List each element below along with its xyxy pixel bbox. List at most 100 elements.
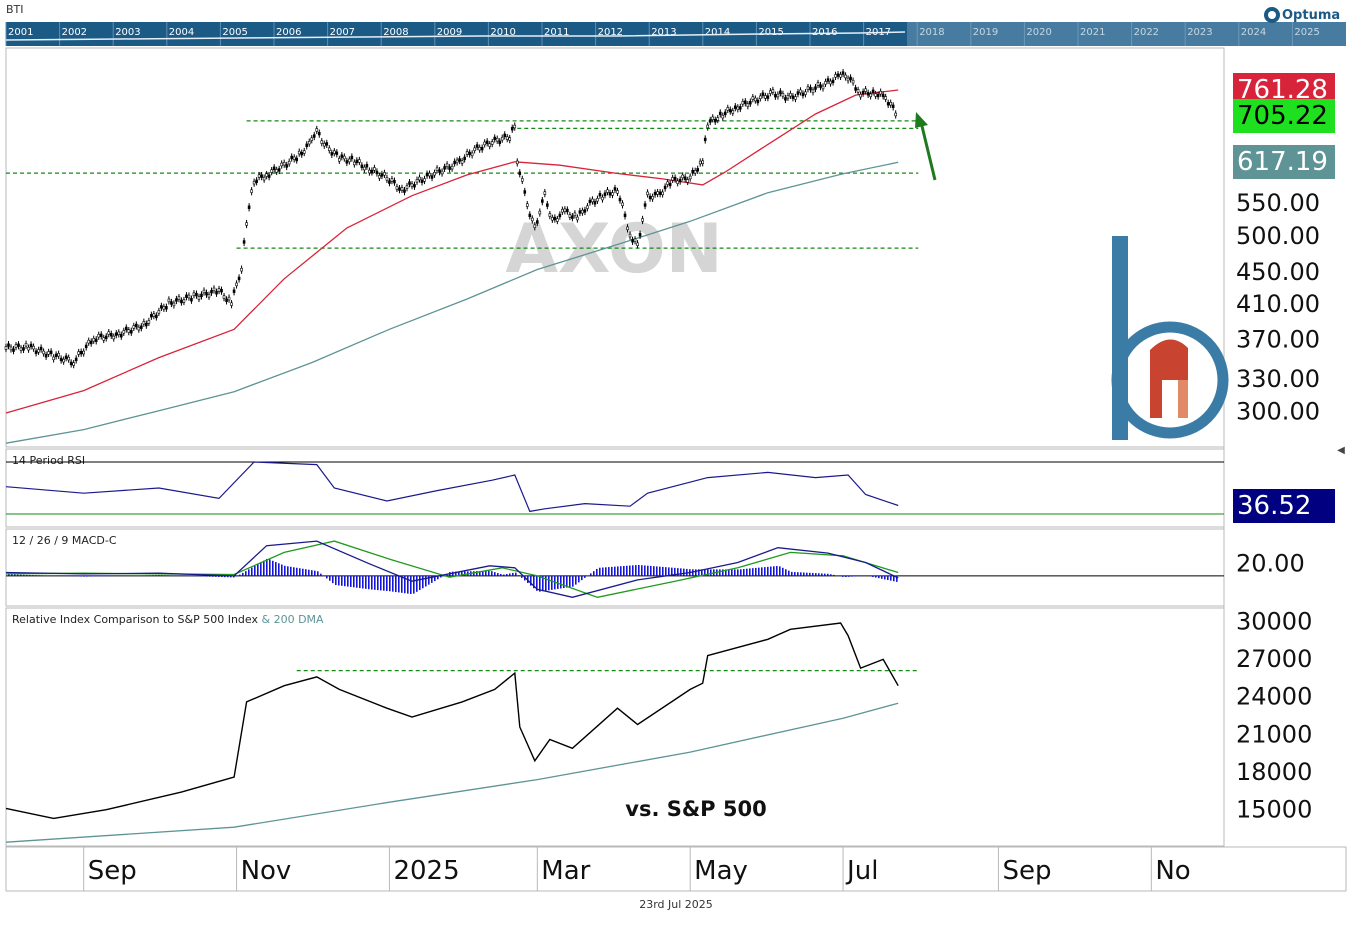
- price-bar-body: [28, 347, 30, 350]
- price-bar-body: [767, 96, 769, 99]
- price-bar-body: [416, 179, 418, 182]
- relative-title: Relative Index Comparison to S&P 500 Ind…: [12, 613, 324, 626]
- price-bar-body: [885, 97, 887, 100]
- price-bar-body: [378, 175, 380, 178]
- macd-histogram-bar: [581, 576, 583, 580]
- price-bar-body: [241, 268, 243, 271]
- price-bar-body: [627, 227, 629, 230]
- price-bar-body: [802, 93, 804, 96]
- price-bar-body: [95, 339, 97, 342]
- price-bar-body: [243, 241, 245, 244]
- macd-histogram-bar: [266, 559, 268, 576]
- price-bar-body: [291, 156, 293, 159]
- macd-histogram-bar: [518, 575, 520, 576]
- macd-histogram-bar: [620, 566, 622, 576]
- price-bar-body: [43, 351, 45, 354]
- price-y-tick-label: 370.00: [1236, 325, 1320, 353]
- price-bar-body: [441, 171, 443, 174]
- price-bar-body: [514, 125, 516, 128]
- price-bar-body: [205, 292, 207, 295]
- macd-histogram-bar: [245, 571, 247, 576]
- price-bar-body: [689, 176, 691, 179]
- macd-histogram-bar: [32, 575, 34, 576]
- macd-histogram-bar: [683, 569, 685, 576]
- macd-histogram-bar: [308, 570, 310, 576]
- price-bar-body: [411, 184, 413, 187]
- price-bar-body: [702, 161, 704, 164]
- price-bar-body: [579, 211, 581, 214]
- macd-histogram-bar: [599, 568, 601, 576]
- macd-histogram-bar: [497, 573, 499, 576]
- macd-histogram-bar: [311, 570, 313, 576]
- price-bar-body: [634, 239, 636, 242]
- macd-histogram-bar: [203, 576, 205, 577]
- price-bar-body: [544, 192, 546, 195]
- macd-histogram-bar: [425, 576, 427, 587]
- price-bar-body: [830, 81, 832, 84]
- macd-histogram-bar: [788, 571, 790, 576]
- price-bar-body: [426, 173, 428, 176]
- price-bar-body: [611, 193, 613, 196]
- price-bar-body: [256, 180, 258, 183]
- macd-histogram-bar: [419, 576, 421, 590]
- price-bar-body: [687, 180, 689, 183]
- relative-y-tick-label: 21000: [1236, 720, 1312, 748]
- macd-histogram-bar: [521, 576, 523, 578]
- macd-histogram-bar: [401, 576, 403, 593]
- macd-histogram-bar: [551, 576, 553, 590]
- price-bar-body: [692, 170, 694, 173]
- macd-histogram-bar: [668, 567, 670, 575]
- macd-histogram-bar: [800, 572, 802, 576]
- collapse-arrow-icon[interactable]: ◀: [1335, 445, 1347, 457]
- macd-histogram-bar: [371, 576, 373, 590]
- overview-year-label: 2004: [169, 27, 194, 38]
- macd-histogram-bar: [638, 565, 640, 576]
- macd-histogram-bar: [14, 575, 16, 576]
- price-bar-body: [353, 162, 355, 165]
- price-bar-body: [747, 104, 749, 107]
- macd-histogram-bar: [398, 576, 400, 593]
- price-bar-body: [807, 87, 809, 90]
- price-bar-body: [429, 173, 431, 176]
- price-bar-body: [361, 165, 363, 168]
- macd-histogram-bar: [83, 576, 85, 577]
- price-bar-body: [25, 343, 27, 346]
- price-bar-body: [797, 92, 799, 95]
- macd-histogram-bar: [377, 576, 379, 590]
- price-bar-body: [168, 299, 170, 302]
- price-bar-body: [308, 141, 310, 144]
- macd-histogram-bar: [416, 576, 418, 592]
- price-bar-body: [677, 181, 679, 184]
- macd-histogram-bar: [884, 576, 886, 580]
- macd-histogram-bar: [152, 575, 154, 576]
- price-bar-body: [70, 362, 72, 365]
- price-bar-body: [276, 169, 278, 172]
- price-bar-body: [642, 219, 644, 222]
- price-bar-body: [561, 209, 563, 212]
- price-bar-body: [754, 98, 756, 101]
- macd-histogram-bar: [575, 576, 577, 585]
- price-y-tick-label: 450.00: [1236, 258, 1320, 286]
- macd-histogram-bar: [827, 574, 829, 576]
- macd-histogram-bar: [383, 576, 385, 591]
- overview-year-label: 2001: [8, 27, 33, 38]
- optuma-logo: Optuma: [1264, 4, 1340, 26]
- price-bar-body: [456, 160, 458, 163]
- macd-histogram-bar: [329, 576, 331, 581]
- price-bar-body: [58, 353, 60, 356]
- price-bar-body: [123, 330, 125, 333]
- overview-year-label: 2003: [115, 27, 140, 38]
- macd-histogram-bar: [23, 575, 25, 576]
- macd-histogram-bar: [92, 576, 94, 577]
- price-bar-body: [559, 214, 561, 217]
- relative-legend-suffix: & 200 DMA: [262, 613, 325, 626]
- price-bar-body: [35, 351, 37, 354]
- macd-histogram-bar: [764, 567, 766, 576]
- x-axis-border: [6, 847, 1346, 891]
- price-bar-body: [895, 113, 897, 116]
- price-bar-body: [882, 94, 884, 97]
- price-bar-body: [53, 357, 55, 360]
- macd-histogram-bar: [641, 565, 643, 576]
- price-bar-body: [772, 90, 774, 93]
- macd-histogram-bar: [548, 576, 550, 590]
